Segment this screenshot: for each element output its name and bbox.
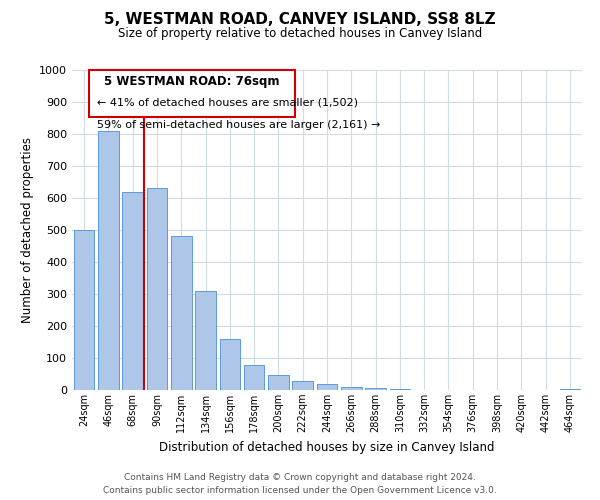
Bar (146, 188, 167, 390)
Bar (244, 365, 265, 390)
Bar (98, 131, 119, 390)
Bar (389, 389, 410, 390)
Text: 5, WESTMAN ROAD, CANVEY ISLAND, SS8 8LZ: 5, WESTMAN ROAD, CANVEY ISLAND, SS8 8LZ (104, 12, 496, 28)
Bar (74, 230, 94, 390)
Bar (560, 389, 580, 390)
Bar (292, 381, 313, 390)
Bar (195, 291, 216, 390)
Text: ← 41% of detached houses are smaller (1,502): ← 41% of detached houses are smaller (1,… (97, 97, 358, 107)
Bar (220, 339, 240, 390)
Text: 59% of semi-detached houses are larger (2,161) →: 59% of semi-detached houses are larger (… (97, 120, 380, 130)
Text: Size of property relative to detached houses in Canvey Island: Size of property relative to detached ho… (118, 28, 482, 40)
Bar (268, 375, 289, 390)
Bar (171, 236, 191, 390)
X-axis label: Distribution of detached houses by size in Canvey Island: Distribution of detached houses by size … (159, 440, 495, 454)
Bar (341, 387, 362, 390)
Bar (317, 384, 337, 390)
Y-axis label: Number of detached properties: Number of detached properties (20, 137, 34, 323)
Text: Contains HM Land Registry data © Crown copyright and database right 2024.
Contai: Contains HM Land Registry data © Crown c… (103, 473, 497, 495)
Text: 5 WESTMAN ROAD: 76sqm: 5 WESTMAN ROAD: 76sqm (104, 75, 280, 88)
Bar (122, 192, 143, 390)
FancyBboxPatch shape (89, 70, 295, 117)
Bar (365, 388, 386, 390)
